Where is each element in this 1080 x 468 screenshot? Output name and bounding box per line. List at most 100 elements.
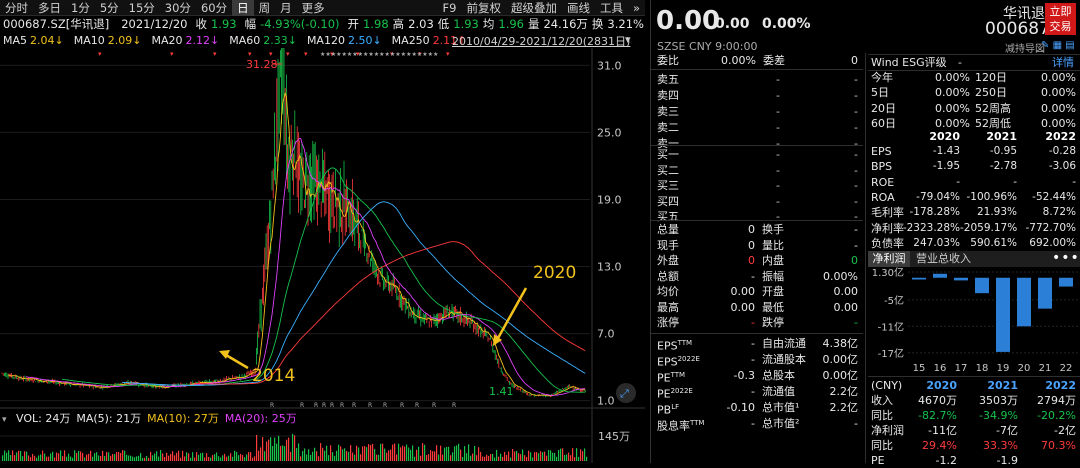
volume-bar [314, 447, 316, 461]
toolbar-tool-0[interactable]: F9 [442, 0, 457, 15]
stat-label: 外盘 [657, 254, 679, 267]
volume-bar [164, 456, 166, 461]
volume-bar [330, 445, 332, 461]
volume-bar [8, 450, 10, 461]
volume-bar [380, 443, 382, 461]
volume-bar [204, 457, 206, 461]
bid-label: 买一 [657, 148, 679, 161]
tab-revenue[interactable]: 营业总收入 [916, 252, 971, 265]
volume-bar [460, 449, 462, 461]
stat-value: 0 [851, 254, 858, 267]
period-tab-6[interactable]: 60分 [200, 0, 228, 15]
dividend-marker: ▾ [170, 50, 174, 58]
volume-bar [426, 455, 428, 461]
range-dropdown-icon[interactable]: ▾ [625, 33, 631, 46]
period-tab-2[interactable]: 1分 [71, 0, 90, 15]
ask-price: - [776, 137, 780, 150]
period-tab-9[interactable]: 月 [280, 0, 292, 15]
volume-bar [294, 435, 296, 461]
fin-table-label: 同比 [871, 409, 893, 422]
profit-y-tick: -17亿 [878, 347, 904, 360]
volume-bar [532, 457, 534, 461]
fin-row-label: 负债率 [871, 236, 904, 250]
fin-row-label: ROA [871, 190, 895, 204]
esg-divider [868, 54, 1080, 55]
period-tab-4[interactable]: 15分 [128, 0, 155, 15]
volume-bar [378, 454, 380, 461]
volume-bar [516, 450, 518, 461]
fin-year-header: 2021 [986, 130, 1017, 143]
volume-toggle-icon[interactable]: ▾ [2, 415, 7, 425]
period-tab-3[interactable]: 5分 [99, 0, 119, 15]
valuation-value: - [854, 417, 858, 430]
tab-net-profit[interactable]: 净利润 [868, 251, 910, 267]
volume-bar [150, 451, 152, 461]
y-tick-label: 1.0 [597, 395, 615, 408]
fin-table-divider [868, 376, 1080, 377]
kline-chart[interactable]: 31.025.019.013.07.01.0▾ ▾ ▾ ▾ ▾ ▾ ▾ ▾ ▾ ▾ ▾ ▾★★★★★★… [0, 48, 645, 463]
fin-value: 8.72% [1042, 206, 1076, 219]
stat-value: - [751, 316, 755, 329]
period-tab-8[interactable]: 周 [258, 0, 271, 15]
toolbar-tool-4[interactable]: 工具 [599, 0, 623, 15]
ma5-line [7, 91, 586, 397]
volume-bar [484, 456, 486, 461]
volume-bar [548, 449, 550, 461]
volume-bar [422, 443, 424, 461]
fin-row-label: EPS [871, 145, 892, 158]
high-label: 高 [392, 17, 405, 31]
rights-marker: R [368, 402, 372, 409]
ma-arrow: ↓ [287, 34, 297, 47]
volume-bar [148, 457, 150, 461]
annotation-arrow-2020 [495, 287, 528, 341]
panel-icons: ✎ ▦ ▤ [1041, 40, 1075, 51]
volume-bar [386, 452, 388, 461]
ma-value: 2.33 [263, 34, 288, 47]
toolbar-tool-3[interactable]: 画线 [566, 0, 590, 15]
esg-detail-link[interactable]: 详情 [1052, 56, 1074, 69]
volume-bar [320, 443, 322, 461]
more-tabs-icon[interactable]: ••• [1052, 250, 1080, 266]
dividend-marker: ▾ [269, 50, 273, 58]
dividend-marker: ▾ [446, 50, 450, 58]
toolbar-more-icon[interactable]: » [632, 0, 640, 15]
turn-value: 3.21% [607, 17, 644, 31]
period-tab-10[interactable]: 更多 [301, 0, 325, 15]
grid-icon[interactable]: ▦ [1052, 40, 1063, 51]
volume-bar [110, 455, 112, 461]
volume-bar [182, 450, 184, 461]
volume-bar [134, 457, 136, 461]
price-change-pct: 0.00% [762, 16, 811, 32]
amp-label: 幅 [244, 17, 257, 31]
label-order-diff: 委差 [763, 54, 785, 67]
period-tab-5[interactable]: 30分 [164, 0, 191, 15]
period-tab-1[interactable]: 多日 [38, 0, 61, 15]
volume-bar [552, 452, 554, 461]
toolbar-tool-1[interactable]: 前复权 [466, 0, 501, 15]
settings-icon[interactable]: ▤ [1065, 40, 1075, 51]
zoom-button[interactable] [616, 383, 636, 403]
period-tab-0[interactable]: 分时 [5, 0, 28, 15]
ask-label: 卖四 [657, 89, 679, 102]
volume-bar [68, 453, 70, 461]
trade-now-button[interactable]: 立即 交易 [1045, 3, 1076, 35]
volume-bar [528, 450, 530, 461]
ask-volume: - [854, 105, 858, 118]
period-tab-7[interactable]: 日 [232, 0, 254, 16]
edit-icon[interactable]: ✎ [1041, 40, 1050, 51]
volume-bar [262, 437, 264, 461]
volume-bar [428, 454, 430, 461]
bid-volume: - [854, 148, 858, 161]
valuation-label: 总股本 [762, 369, 795, 382]
volume-bar [566, 454, 568, 461]
volume-bar [210, 457, 212, 461]
rights-marker: R [432, 402, 436, 409]
date-range-link[interactable]: 2010/04/29-2021/12/20(2831日) [452, 35, 631, 48]
volume-bar [514, 451, 516, 461]
volume-bar [526, 456, 528, 461]
volume-bar [32, 453, 34, 461]
volume-bar [90, 450, 92, 461]
toolbar-tool-2[interactable]: 超级叠加 [510, 0, 557, 15]
volume-bar [38, 455, 40, 461]
volume-bar [398, 443, 400, 461]
